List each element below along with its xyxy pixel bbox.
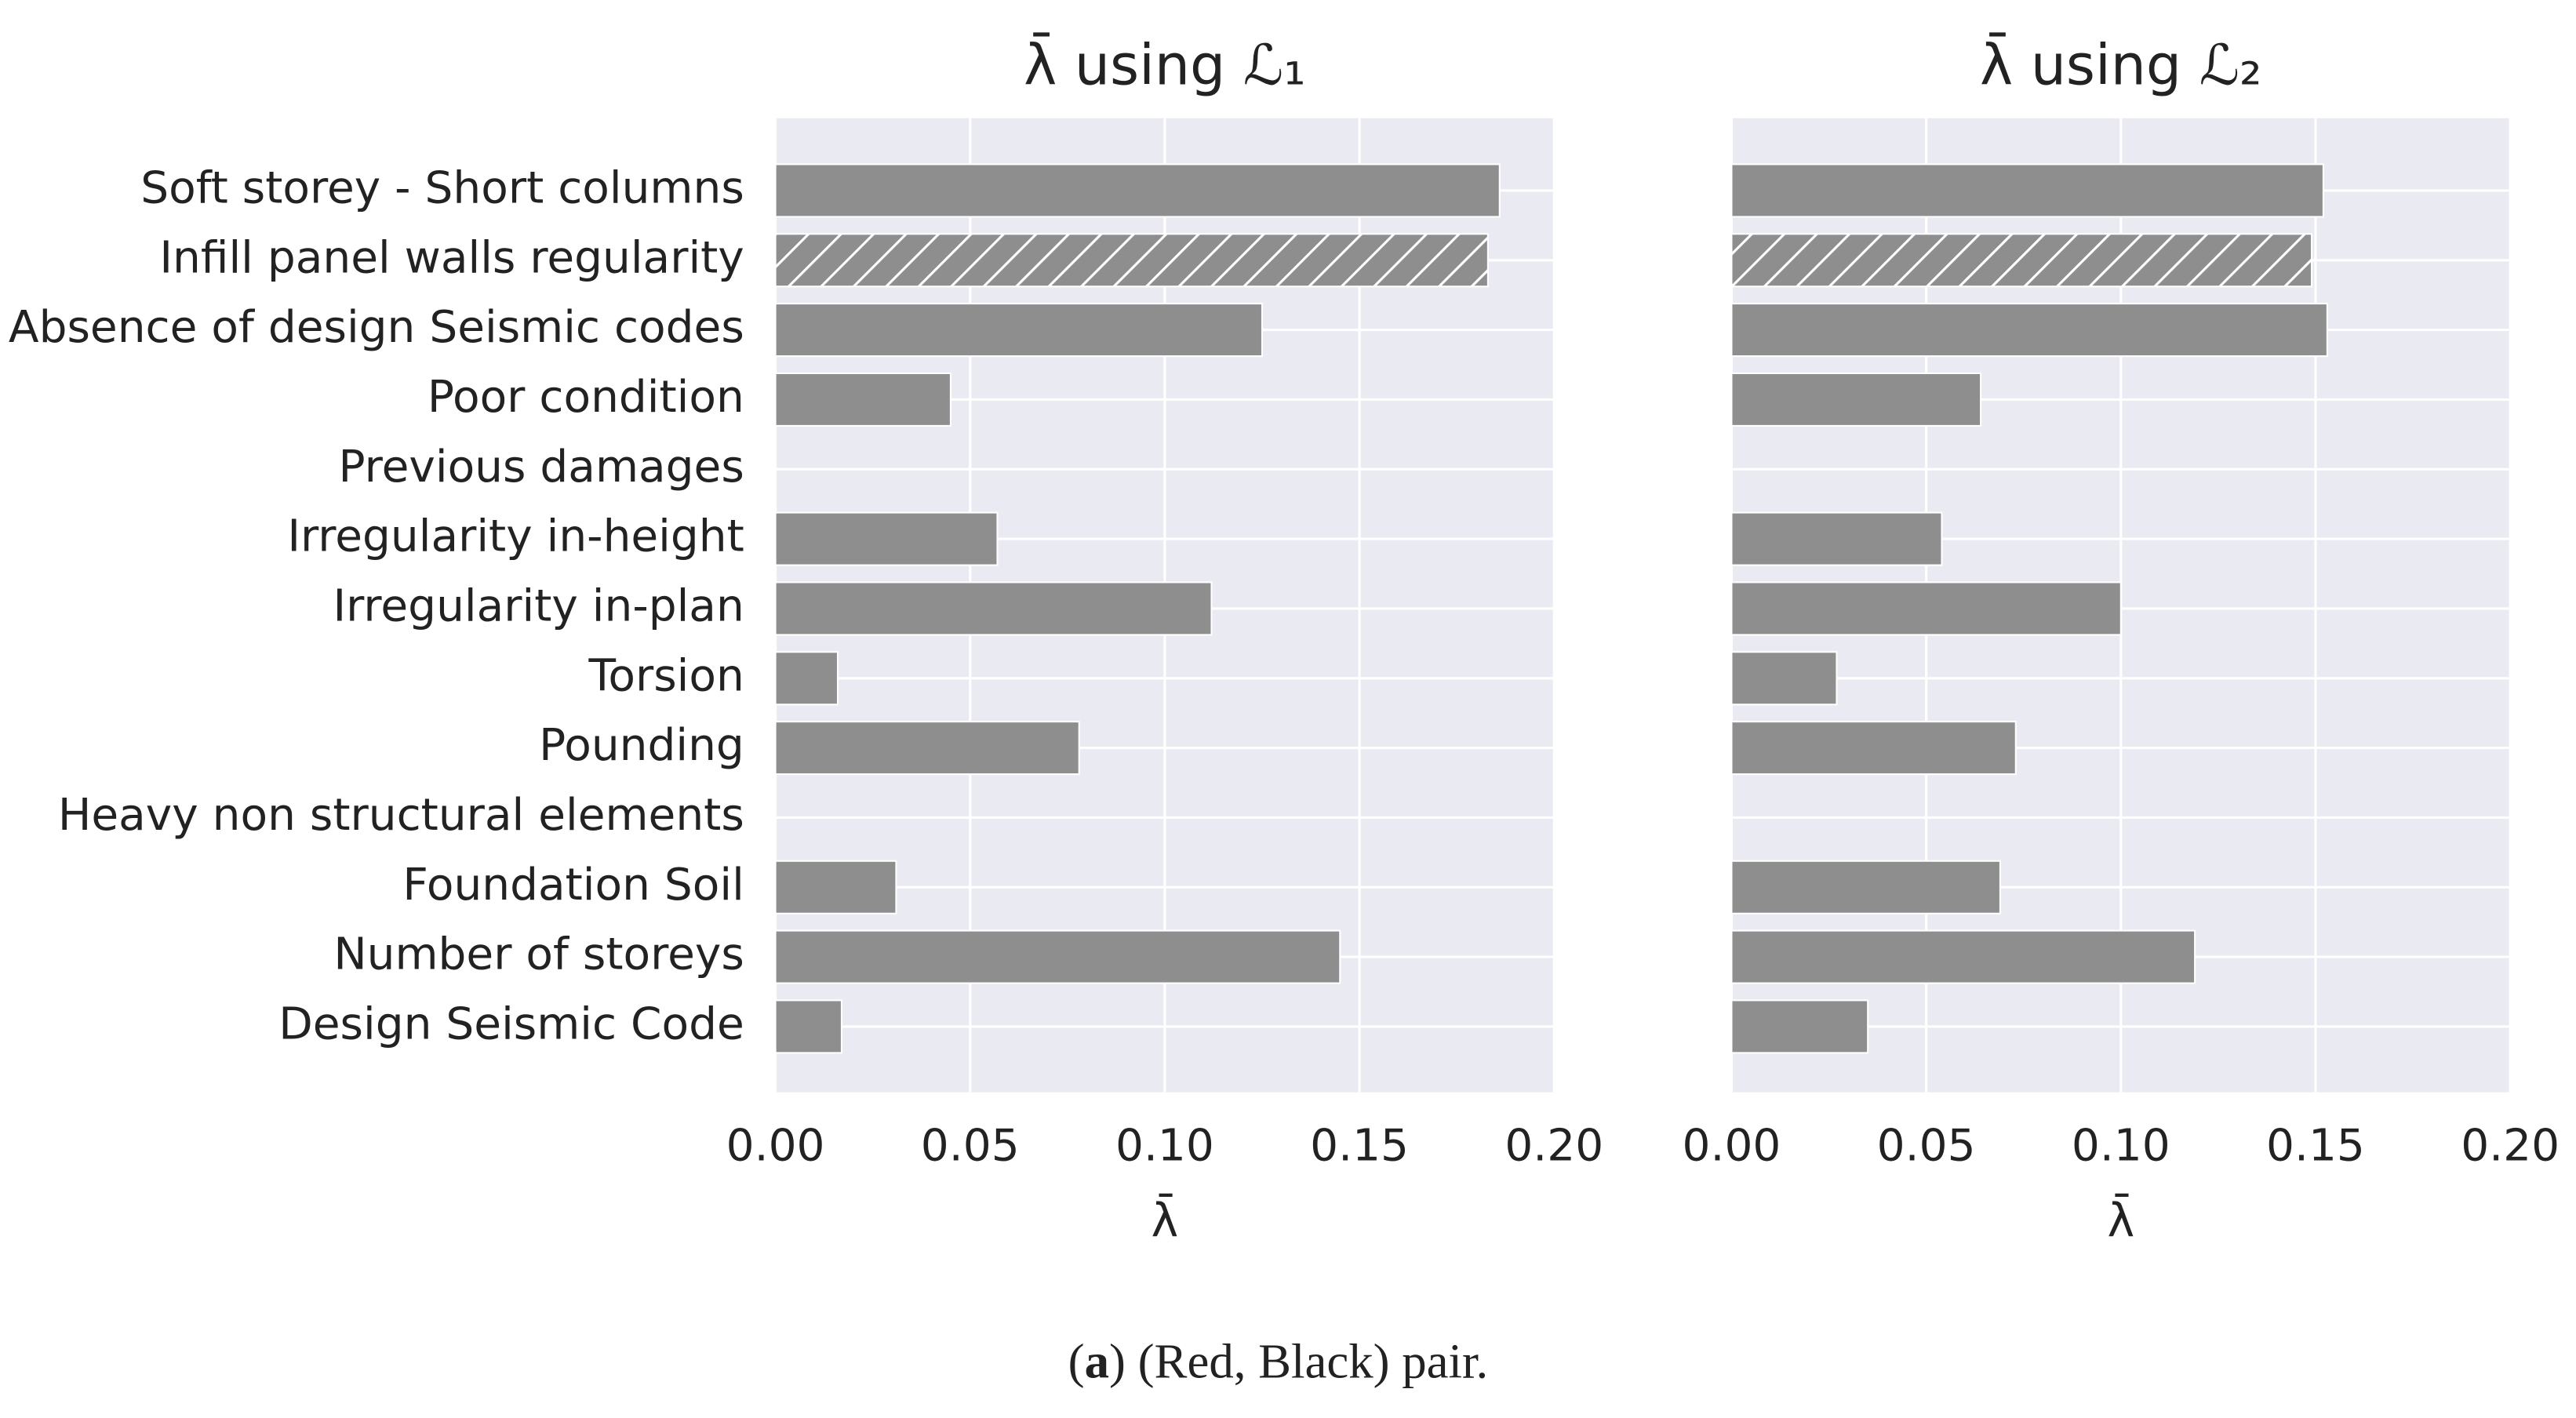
bar — [1730, 372, 1982, 427]
bar — [774, 233, 1489, 288]
y-tick-label: Number of storeys — [333, 929, 744, 980]
chart-title: λ̄ using ℒ₂ — [1980, 32, 2261, 98]
bar — [1730, 581, 2122, 636]
x-tick-label: 0.10 — [1115, 1121, 1214, 1172]
y-tick-label: Foundation Soil — [402, 860, 744, 911]
x-tick-label: 0.20 — [1504, 1121, 1603, 1172]
y-tick-label: Soft storey - Short columns — [140, 163, 744, 214]
x-axis-label: λ̄ — [1152, 1193, 1179, 1248]
x-axis-label: λ̄ — [2107, 1193, 2134, 1248]
x-tick-label: 0.15 — [1310, 1121, 1409, 1172]
bar — [1730, 233, 2313, 288]
bar — [774, 163, 1501, 218]
x-tick-label: 0.05 — [921, 1121, 1020, 1172]
bar — [774, 651, 839, 706]
x-tick-label: 0.05 — [1877, 1121, 1976, 1172]
x-tick-label: 0.15 — [2266, 1121, 2365, 1172]
bar — [1730, 860, 2001, 914]
y-tick-label: Previous damages — [339, 442, 744, 493]
bar — [774, 999, 843, 1054]
x-tick-label: 0.20 — [2461, 1121, 2560, 1172]
x-tick-label: 0.10 — [2072, 1121, 2170, 1172]
bar — [774, 303, 1264, 358]
bar — [1730, 511, 1943, 566]
bar — [774, 929, 1341, 984]
bar — [1730, 721, 2017, 776]
y-tick-label: Heavy non structural elements — [58, 790, 744, 841]
bar — [1730, 651, 1838, 706]
bar — [774, 860, 897, 914]
y-tick-label: Irregularity in-height — [287, 511, 744, 562]
chart-title: λ̄ using ℒ₁ — [1024, 32, 1305, 98]
y-tick-label: Pounding — [539, 720, 744, 771]
y-tick-label: Infill panel walls regularity — [159, 232, 744, 283]
caption: (a) (Red, Black) pair. — [1068, 1334, 1488, 1389]
bar — [774, 511, 999, 566]
y-tick-label: Irregularity in-plan — [333, 581, 744, 632]
caption-part: ) (Red, Black) pair. — [1109, 1334, 1488, 1389]
y-tick-label: Torsion — [588, 650, 744, 701]
caption-part: ( — [1068, 1334, 1085, 1389]
y-tick-label: Poor condition — [428, 372, 744, 423]
bar — [774, 721, 1080, 776]
caption-label: a — [1085, 1334, 1109, 1389]
bar — [1730, 929, 2196, 984]
x-tick-label: 0.00 — [726, 1121, 825, 1172]
bar — [1730, 303, 2328, 358]
bar — [774, 372, 951, 427]
bar — [1730, 999, 1869, 1054]
bar — [774, 581, 1213, 636]
y-tick-label: Design Seismic Code — [278, 999, 744, 1050]
x-tick-label: 0.00 — [1683, 1121, 1781, 1172]
y-tick-label: Absence of design Seismic codes — [9, 302, 744, 353]
bar — [1730, 163, 2324, 218]
